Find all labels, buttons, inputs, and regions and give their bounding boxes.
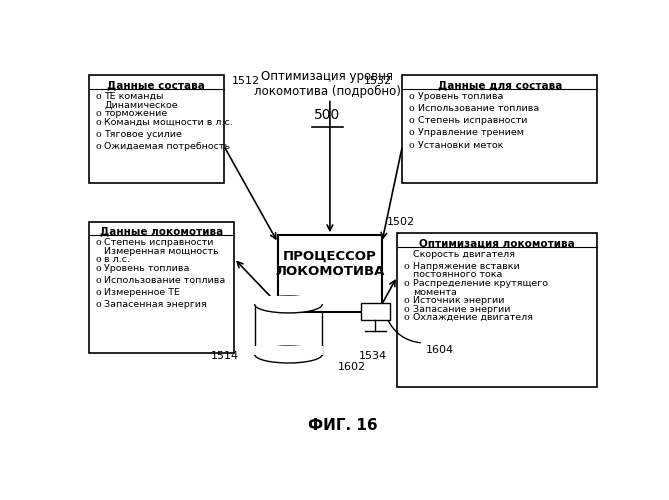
Text: Источник энергии: Источник энергии: [413, 296, 504, 305]
Bar: [278, 235, 382, 312]
Text: Степень исправности: Степень исправности: [104, 238, 214, 248]
Text: Степень исправности: Степень исправности: [418, 116, 528, 126]
Text: постоянного тока: постоянного тока: [413, 270, 502, 280]
Text: о: о: [403, 313, 409, 322]
Bar: [255, 304, 322, 354]
Text: Данные для состава: Данные для состава: [438, 80, 562, 90]
Text: Уровень топлива: Уровень топлива: [418, 92, 503, 101]
Bar: [254, 296, 322, 304]
Text: Измеренная мощность: Измеренная мощность: [104, 247, 219, 256]
Text: о: о: [95, 300, 101, 310]
Text: о: о: [409, 128, 415, 138]
Bar: [89, 76, 223, 183]
Text: Уровень топлива: Уровень топлива: [104, 264, 190, 273]
Text: о: о: [95, 288, 101, 297]
Text: Ожидаемая потребность: Ожидаемая потребность: [104, 142, 231, 151]
Text: Распределение крутящего: Распределение крутящего: [413, 279, 548, 288]
Text: в л.с.: в л.с.: [104, 256, 130, 264]
Text: Напряжение вставки: Напряжение вставки: [413, 262, 520, 271]
Text: 1604: 1604: [425, 345, 454, 355]
Text: Скорость двигателя: Скорость двигателя: [413, 250, 515, 259]
Bar: [403, 76, 597, 183]
Bar: [397, 233, 597, 387]
Text: о: о: [95, 142, 101, 151]
Text: Запасенная энергия: Запасенная энергия: [104, 300, 207, 310]
Text: о: о: [95, 109, 101, 118]
Text: о: о: [409, 92, 415, 101]
Text: о: о: [95, 264, 101, 273]
Text: торможение: торможение: [104, 109, 168, 118]
Text: Данные состава: Данные состава: [107, 80, 205, 90]
Text: Использование топлива: Использование топлива: [418, 104, 539, 113]
Text: о: о: [409, 116, 415, 126]
Text: 1512: 1512: [231, 76, 260, 86]
Text: 1602: 1602: [338, 362, 366, 372]
Text: Охлаждение двигателя: Охлаждение двигателя: [413, 313, 533, 322]
Text: о: о: [95, 276, 101, 285]
Text: Тяговое усилие: Тяговое усилие: [104, 130, 182, 138]
Ellipse shape: [255, 296, 322, 313]
Text: Измеренное ТЕ: Измеренное ТЕ: [104, 288, 180, 297]
Text: 500: 500: [314, 108, 341, 122]
Text: о: о: [95, 130, 101, 138]
Text: Динамическое: Динамическое: [104, 100, 178, 110]
Text: 1502: 1502: [387, 218, 415, 228]
Text: Запасание энергии: Запасание энергии: [413, 304, 510, 314]
Bar: [89, 222, 234, 352]
Text: ТЕ команды: ТЕ команды: [104, 92, 164, 101]
Text: Оптимизация уровня
локомотива (подробно): Оптимизация уровня локомотива (подробно): [254, 70, 401, 98]
Text: Использование топлива: Использование топлива: [104, 276, 225, 285]
Text: ФИГ. 16: ФИГ. 16: [308, 418, 378, 434]
Text: о: о: [403, 262, 409, 271]
Text: о: о: [95, 92, 101, 101]
Ellipse shape: [255, 346, 322, 363]
Text: Оптимизация локомотива: Оптимизация локомотива: [419, 238, 575, 248]
Text: ПРОЦЕССОР
ЛОКОМОТИВА: ПРОЦЕССОР ЛОКОМОТИВА: [275, 250, 385, 278]
Text: о: о: [95, 118, 101, 126]
Text: Данные локомотива: Данные локомотива: [100, 226, 223, 236]
Text: о: о: [95, 256, 101, 264]
Text: 1514: 1514: [211, 350, 239, 360]
Text: Установки меток: Установки меток: [418, 140, 503, 149]
Text: момента: момента: [413, 288, 457, 296]
Text: о: о: [403, 279, 409, 288]
Text: о: о: [403, 296, 409, 305]
Text: о: о: [409, 140, 415, 149]
Text: Команды мощности в л.с.: Команды мощности в л.с.: [104, 118, 233, 126]
Text: о: о: [95, 238, 101, 248]
Text: 1534: 1534: [359, 350, 387, 360]
Text: о: о: [409, 104, 415, 113]
Text: Управление трением: Управление трением: [418, 128, 524, 138]
Text: 1532: 1532: [364, 76, 392, 86]
Bar: [254, 346, 322, 354]
Text: о: о: [403, 304, 409, 314]
Bar: [361, 302, 389, 320]
